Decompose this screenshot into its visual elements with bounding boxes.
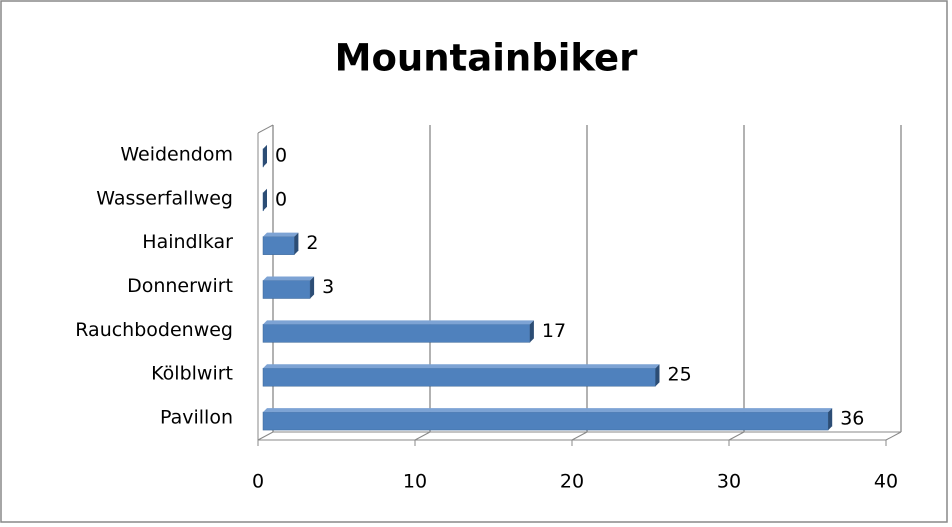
- bar-top: [263, 364, 660, 369]
- chart-title: Mountainbiker: [335, 37, 638, 80]
- x-tick-label: 20: [560, 471, 584, 493]
- floor-grid-line: [257, 431, 274, 441]
- y-tick-label: Wasserfallweg: [96, 187, 233, 209]
- bar-top: [263, 232, 299, 237]
- data-label: 25: [668, 364, 692, 386]
- bar: [262, 411, 829, 431]
- bar-top: [263, 276, 315, 281]
- data-label: 0: [275, 144, 287, 166]
- floor-grid-line: [414, 431, 431, 441]
- y-tick-label: Pavillon: [160, 407, 233, 429]
- bar-side: [263, 188, 267, 211]
- left-wall-top: [257, 124, 274, 134]
- data-label: 3: [322, 276, 334, 298]
- x-tick-label: 30: [717, 471, 741, 493]
- bar-side: [263, 144, 267, 167]
- bar-top: [263, 320, 534, 325]
- bar-side: [294, 232, 299, 255]
- floor-grid-line: [885, 431, 902, 441]
- x-tick-label: 40: [874, 471, 898, 493]
- bar-side: [529, 320, 534, 343]
- bar: [262, 236, 295, 255]
- data-label: 36: [840, 408, 864, 430]
- floor-grid-line: [728, 431, 745, 441]
- floor-grid-line: [571, 431, 588, 441]
- bar: [262, 324, 531, 343]
- data-label: 17: [542, 320, 566, 342]
- y-tick-label: Donnerwirt: [127, 275, 233, 297]
- data-label: 0: [275, 188, 287, 210]
- x-tick-label: 10: [403, 471, 427, 493]
- bar-side: [310, 276, 315, 299]
- y-tick-label: Kölblwirt: [151, 363, 233, 385]
- bar: [262, 367, 656, 387]
- y-tick-label: Weidendom: [120, 143, 233, 165]
- bar-side: [828, 408, 833, 431]
- bar: [262, 280, 311, 299]
- data-label: 2: [306, 232, 318, 254]
- y-tick-label: Rauchbodenweg: [75, 319, 233, 341]
- x-tick-label: 0: [252, 471, 264, 493]
- bar-side: [655, 364, 660, 387]
- y-tick-label: Haindlkar: [142, 231, 233, 253]
- bar-top: [263, 408, 833, 413]
